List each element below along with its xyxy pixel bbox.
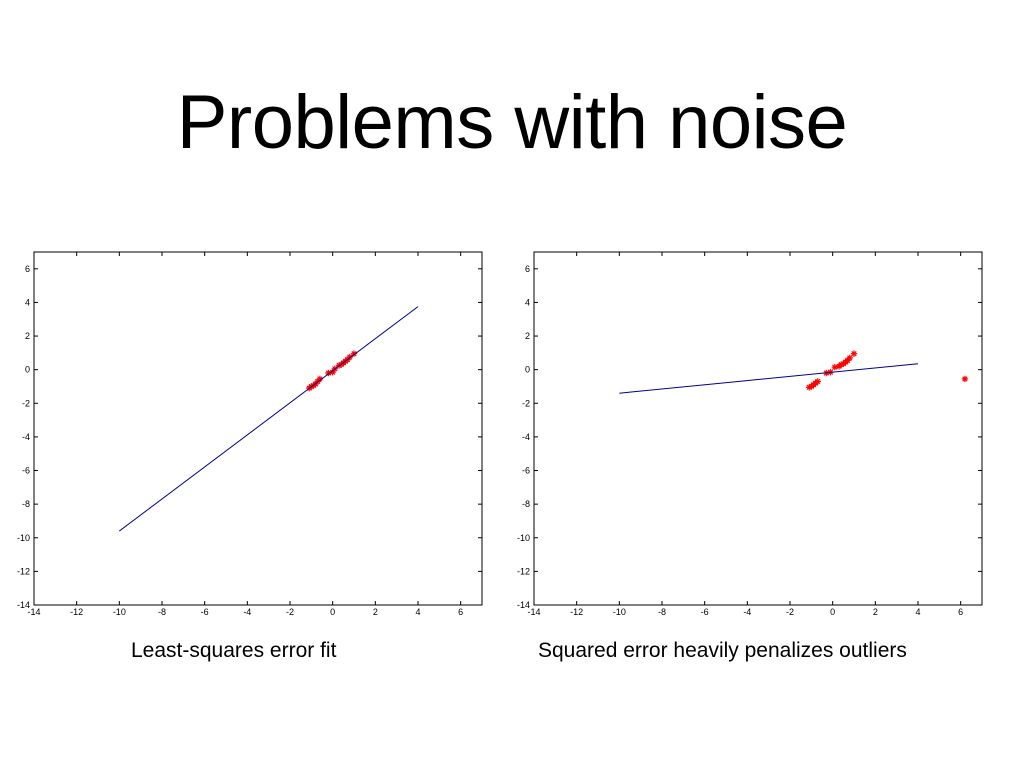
y-tick-label: -2 [522,398,530,408]
slide-title: Problems with noise [176,80,848,165]
x-tick-label: -6 [201,607,209,617]
x-tick-label: -10 [113,607,126,617]
caption-least-squares: Least-squares error fit [131,639,337,662]
x-tick-label: -14 [27,607,40,617]
plot-outlier: -14 -12 -10 -8 -6 -4 -2 0 2 4 6 -14 -12 -10 -8 -6 -4 -2 0 2… [500,250,984,620]
y-tick-label: -4 [522,432,530,442]
x-tick-label: -4 [243,607,251,617]
y-tick-label: 2 [25,331,30,341]
x-tick-label: -12 [70,607,83,617]
x-tick-label: 4 [915,607,920,617]
y-tick-label: -4 [22,432,30,442]
x-tick-label: 2 [373,607,378,617]
y-tick-label: -8 [22,499,30,509]
x-tick-label: 6 [958,607,963,617]
fit-line [619,363,919,394]
plot-frame [33,251,483,606]
y-tick-label: -10 [17,533,30,543]
x-tick-label: -2 [786,607,794,617]
x-tick-label: -2 [286,607,294,617]
data-point [814,378,821,385]
y-tick-label: -14 [17,600,30,610]
y-tick-label: 0 [25,365,30,375]
y-tick-label: -6 [22,466,30,476]
chart-outlier: -14 -12 -10 -8 -6 -4 -2 0 2 4 6 -14 -12 -10 -8 -6 -4 -2 0 2… [517,251,983,617]
x-tick-label: 4 [415,607,420,617]
data-point [831,363,838,371]
x-tick-label: 0 [330,607,335,617]
y-tick-label: 4 [25,297,30,307]
y-tick-label: -12 [517,566,530,576]
data-point [961,375,969,383]
y-tick-label: -14 [517,600,530,610]
y-tick-label: 0 [525,365,530,375]
y-tick-label: 6 [525,264,530,274]
plot-frame [533,251,983,606]
y-tick-label: 6 [25,264,30,274]
x-tick-label: -10 [613,607,626,617]
x-tick-label: -14 [527,607,540,617]
x-tick-label: 0 [830,607,835,617]
x-tick-label: -8 [658,607,666,617]
data-point [846,354,853,362]
y-tick-label: -8 [522,499,530,509]
plot-least-squares: -14 -12 -10 -8 -6 -4 -2 0 2 4 6 -14 -12 -10 -8 -6 -4 -2 0 2… [0,250,484,620]
data-point [850,350,858,357]
y-tick-label: -2 [22,398,30,408]
x-tick-label: -8 [158,607,166,617]
y-tick-label: -6 [522,466,530,476]
y-tick-label: 2 [525,331,530,341]
fit-line [119,306,419,532]
x-tick-label: -4 [743,607,751,617]
x-tick-label: -6 [701,607,709,617]
x-tick-label: -12 [570,607,583,617]
y-tick-label: 4 [525,297,530,307]
data-point [350,350,358,357]
y-tick-label: -10 [517,533,530,543]
x-tick-label: 6 [458,607,463,617]
y-tick-label: -12 [17,566,30,576]
x-tick-label: 2 [873,607,878,617]
chart-least-squares: -14 -12 -10 -8 -6 -4 -2 0 2 4 6 -14 -12 -10 -8 -6 -4 -2 0 2… [17,251,483,617]
caption-outlier: Squared error heavily penalizes outliers [538,639,907,662]
